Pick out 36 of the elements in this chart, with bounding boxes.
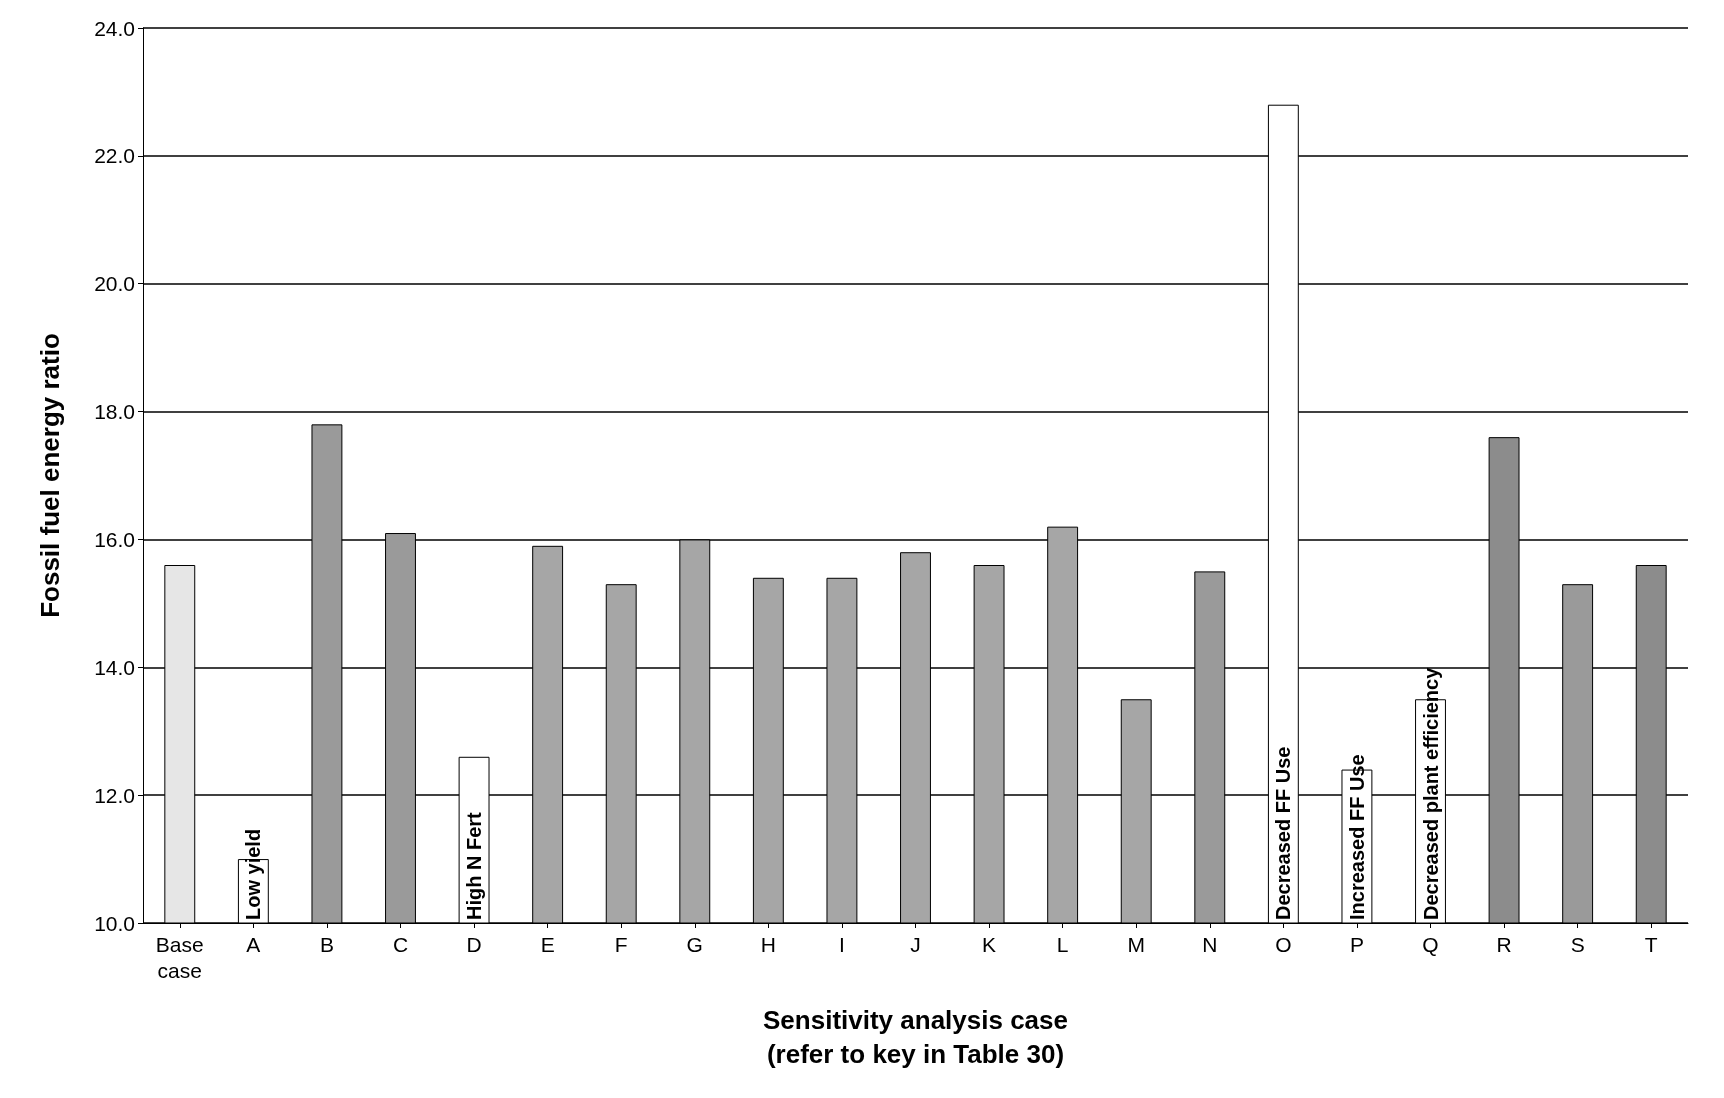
x-tick-label: T — [1644, 932, 1658, 956]
x-tick-label: H — [760, 932, 776, 956]
x-tick-label: K — [982, 932, 997, 956]
annotation: High N Fert — [463, 811, 486, 920]
x-tick-label: Q — [1422, 932, 1439, 956]
y-tick-label: 20.0 — [94, 272, 135, 296]
x-tick-label: S — [1570, 932, 1585, 956]
annotation: Low yield — [242, 828, 265, 920]
x-tick-label: F — [614, 932, 628, 956]
x-axis-title: Sensitivity analysis case (refer to key in Table 30) — [763, 1005, 1068, 1069]
x-tick-label: R — [1496, 932, 1512, 956]
x-tick-label: B — [319, 932, 334, 956]
y-axis-title: Fossil fuel energy ratio — [35, 333, 65, 618]
y-tick-label: 12.0 — [94, 783, 135, 807]
x-tick-label: L — [1056, 932, 1069, 956]
x-tick-label: I — [839, 932, 845, 956]
x-tick-label: O — [1275, 932, 1292, 956]
x-tick-label: G — [686, 932, 703, 956]
x-tick-label: J — [910, 932, 921, 956]
x-tick-label: C — [392, 932, 409, 956]
x-tick-label: M — [1127, 932, 1145, 956]
y-tick-label: 16.0 — [94, 527, 135, 551]
x-tick-label: P — [1349, 932, 1364, 956]
y-tick-label: 24.0 — [94, 16, 135, 40]
x-tick-label: D — [466, 932, 482, 956]
y-tick-label: 18.0 — [94, 400, 135, 424]
y-tick-label: 14.0 — [94, 655, 135, 679]
x-tick-label: A — [246, 932, 261, 956]
x-tick-label: E — [540, 932, 555, 956]
annotation: Decreased plant efficiency — [1419, 666, 1442, 920]
x-tick-label: Base case — [155, 932, 204, 982]
annotation: Decreased FF Use — [1272, 746, 1295, 920]
x-tick-label: N — [1202, 932, 1218, 956]
y-tick-label: 22.0 — [94, 144, 135, 168]
y-tick-label: 10.0 — [94, 911, 135, 935]
annotation: Increased FF Use — [1345, 754, 1368, 920]
